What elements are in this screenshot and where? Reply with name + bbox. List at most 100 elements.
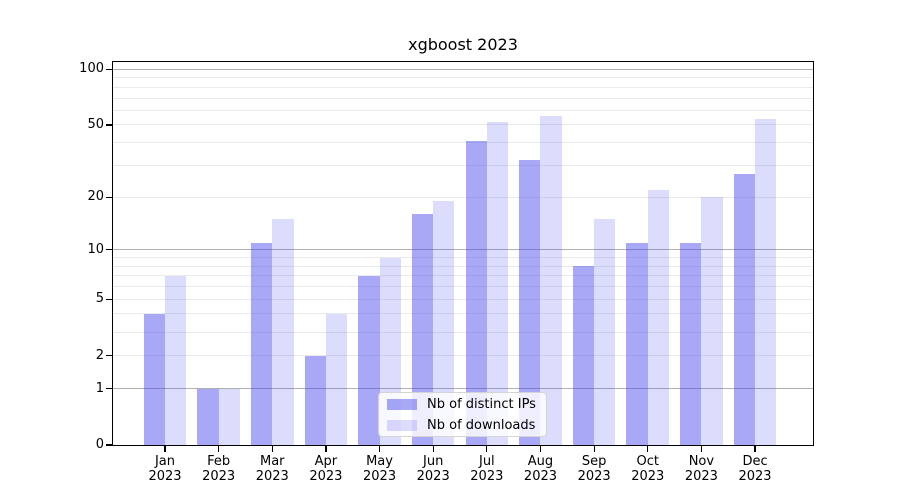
legend-item-distinct-ips: Nb of distinct IPs: [387, 395, 538, 413]
x-tick-label: Feb 2023: [176, 454, 262, 484]
minor-gridline: [113, 265, 813, 267]
x-label-year: 2023: [363, 469, 397, 484]
x-tick: [271, 446, 273, 452]
minor-gridline: [113, 109, 813, 111]
bar-downloads: [218, 388, 240, 445]
bar-downloads: [325, 313, 348, 445]
legend-label-distinct-ips: Nb of distinct IPs: [427, 396, 536, 412]
minor-gridline: [113, 298, 813, 300]
x-tick: [325, 446, 327, 452]
y-tick: [106, 249, 113, 251]
legend-swatch-downloads: [387, 419, 417, 431]
y-tick-label: 1: [95, 380, 104, 396]
bar-downloads: [594, 219, 616, 445]
y-tick: [106, 298, 113, 300]
minor-gridline: [113, 164, 813, 166]
y-tick: [106, 444, 113, 446]
y-tick-label: 2: [95, 347, 104, 363]
legend-label-downloads: Nb of downloads: [427, 417, 536, 433]
x-label-month: Mar: [260, 454, 285, 469]
x-label-year: 2023: [738, 469, 772, 484]
x-tick: [218, 446, 220, 452]
legend: Nb of distinct IPs Nb of downloads: [378, 392, 547, 437]
minor-gridline: [113, 275, 813, 277]
bar-distinct-ips: [626, 242, 648, 445]
bar-downloads: [272, 219, 294, 445]
bar-downloads: [755, 118, 777, 445]
bar-distinct-ips: [358, 275, 380, 445]
x-label-year: 2023: [631, 469, 665, 484]
x-tick: [378, 446, 381, 452]
minor-gridline: [113, 77, 813, 79]
x-label-month: Jan: [154, 454, 176, 469]
x-label-year: 2023: [255, 469, 289, 484]
x-label-month: Oct: [636, 454, 659, 469]
bar-distinct-ips: [143, 313, 165, 445]
x-label-month: Apr: [314, 454, 338, 469]
bar-downloads: [165, 275, 187, 445]
x-label-year: 2023: [309, 469, 343, 484]
x-tick-label: Dec 2023: [712, 454, 798, 484]
bar-downloads: [647, 189, 670, 445]
bar-downloads: [540, 115, 562, 445]
bar-downloads: [486, 121, 509, 445]
x-label-month: Jun: [423, 454, 444, 469]
minor-gridline: [113, 97, 813, 99]
x-tick-label: May 2023: [337, 454, 423, 484]
y-tick-label: 100: [79, 61, 104, 77]
x-label-month: Aug: [527, 454, 554, 469]
y-tick: [106, 68, 113, 70]
bar-distinct-ips: [197, 388, 219, 445]
x-label-year: 2023: [202, 469, 236, 484]
x-tick-label: Jan 2023: [122, 454, 208, 484]
bar-distinct-ips: [733, 173, 756, 445]
x-label-year: 2023: [577, 469, 611, 484]
plot-area: [113, 62, 813, 445]
y-tick-label: 0: [95, 437, 104, 452]
plot-frame: [112, 61, 814, 446]
minor-gridline: [113, 331, 813, 333]
x-label-month: Dec: [742, 454, 768, 469]
chart-title: xgboost 2023: [408, 35, 518, 54]
x-label-year: 2023: [470, 469, 504, 484]
bar-distinct-ips: [304, 355, 326, 445]
y-tick-label: 10: [87, 241, 104, 257]
x-label-month: Feb: [207, 454, 231, 469]
x-tick: [593, 446, 595, 452]
major-gridline: [113, 68, 813, 70]
bar-distinct-ips: [465, 140, 487, 445]
bar-distinct-ips: [250, 242, 273, 445]
x-tick: [754, 446, 756, 452]
x-label-month: May: [366, 454, 393, 469]
x-tick: [432, 446, 434, 452]
x-label-year: 2023: [523, 469, 558, 484]
minor-gridline: [113, 196, 813, 198]
x-label-year: 2023: [684, 469, 718, 484]
minor-gridline: [113, 313, 813, 315]
legend-item-downloads: Nb of downloads: [387, 416, 538, 434]
minor-gridline: [113, 355, 813, 357]
major-gridline: [113, 249, 813, 251]
x-tick: [539, 446, 542, 452]
bar-downloads: [433, 201, 455, 445]
x-tick-label: Sep 2023: [551, 454, 637, 484]
y-tick: [106, 387, 113, 390]
bar-distinct-ips: [572, 266, 595, 445]
legend-swatch-distinct-ips: [387, 398, 417, 410]
x-tick-label: Jul 2023: [444, 454, 530, 484]
y-tick-label: 50: [87, 116, 104, 132]
x-tick-label: Apr 2023: [283, 454, 369, 484]
y-tick: [106, 124, 113, 126]
x-label-year: 2023: [148, 469, 182, 484]
bar-distinct-ips: [411, 214, 434, 445]
x-tick-label: Nov 2023: [658, 454, 744, 484]
y-tick: [106, 196, 113, 198]
x-tick-label: Aug 2023: [497, 454, 583, 484]
minor-gridline: [113, 124, 813, 126]
x-label-month: Sep: [581, 454, 607, 469]
x-tick-label: Mar 2023: [229, 454, 315, 484]
x-label-month: Nov: [688, 454, 715, 469]
x-tick: [164, 446, 166, 452]
major-gridline: [113, 388, 813, 390]
x-tick: [647, 446, 649, 452]
